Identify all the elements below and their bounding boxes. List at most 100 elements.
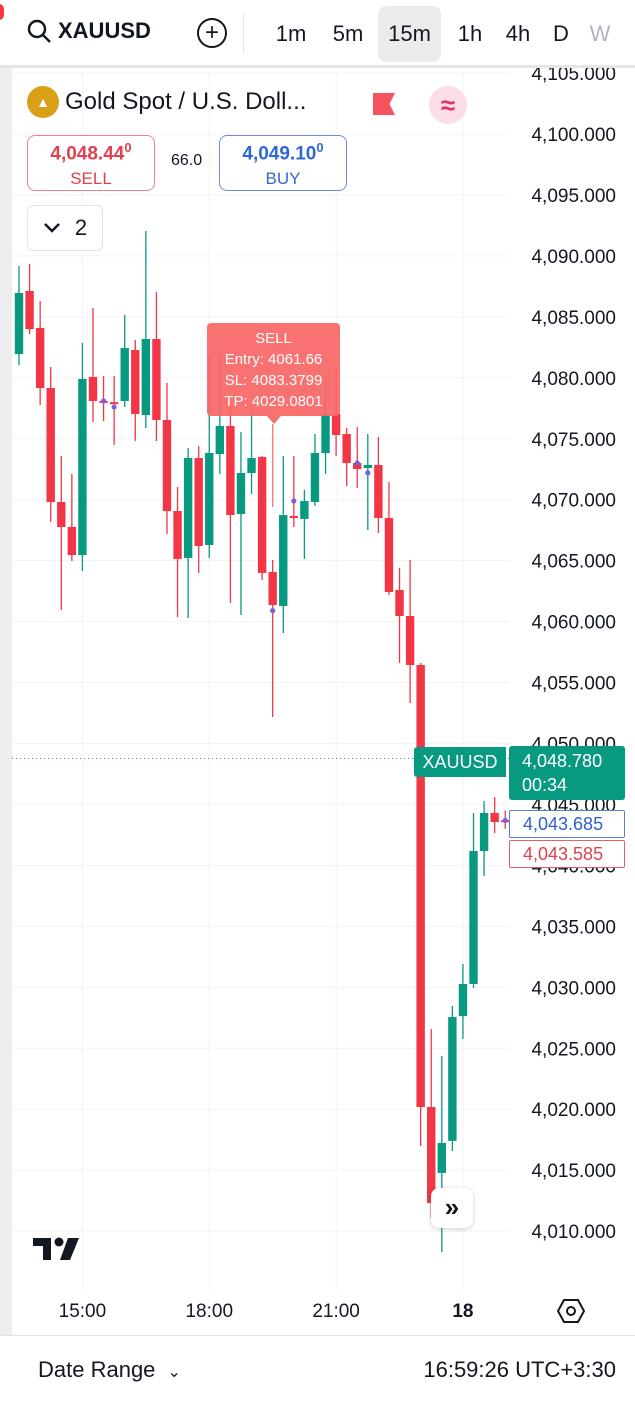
candle-down — [342, 433, 351, 464]
timeframe-15m[interactable]: 15m — [378, 6, 441, 62]
candle-up — [141, 339, 151, 415]
symbol-name: XAUUSD — [58, 18, 151, 43]
candle-down — [131, 350, 140, 415]
candle-up — [236, 473, 246, 514]
buy-price: 4,049.10 — [242, 143, 317, 165]
candle-up — [205, 453, 214, 546]
order-marker — [354, 460, 360, 466]
candle-down — [268, 571, 277, 606]
candle-down — [162, 419, 172, 512]
chart-settings-icon[interactable] — [557, 1297, 585, 1325]
candle-down — [427, 1107, 436, 1204]
order-marker — [111, 404, 117, 410]
timeframe-d[interactable]: D — [553, 21, 569, 46]
candle-down — [490, 812, 499, 823]
last-price: 4,048.780 — [522, 751, 603, 771]
tooltip-side: SELL — [255, 330, 292, 347]
scroll-to-realtime-button[interactable]: » — [431, 1188, 473, 1228]
spread-value: 66.0 — [171, 152, 203, 169]
candle-up — [469, 851, 478, 985]
candle-up — [279, 515, 288, 606]
order-marker — [291, 498, 297, 504]
chevron-down-icon — [43, 223, 60, 233]
y-tick-label: 4,015.000 — [531, 1161, 616, 1182]
series-symbol-label: XAUUSD — [414, 747, 506, 777]
y-tick-label: 4,025.000 — [531, 1039, 616, 1060]
symbol-legend[interactable]: ▲ Gold Spot / U.S. Doll... — [27, 86, 306, 118]
buy-label: BUY — [265, 169, 301, 189]
gold-coin-icon: ▲ — [27, 86, 59, 118]
candle-down — [405, 615, 415, 665]
y-tick-label: 4,085.000 — [531, 308, 616, 329]
notification-dot — [0, 4, 4, 20]
timeframe-4h[interactable]: 4h — [505, 21, 531, 46]
tradingview-logo — [33, 1237, 79, 1260]
timeframe-1m[interactable]: 1m — [275, 21, 307, 46]
candle-down — [35, 327, 45, 389]
y-tick-label: 4,100.000 — [531, 125, 616, 146]
order-tooltip: SELL Entry: 4061.66 SL: 4083.3799 TP: 40… — [207, 323, 340, 424]
y-tick-label: 4,065.000 — [531, 552, 616, 573]
top-toolbar: XAUUSD + 1m 5m 15m 1h 4h D W — [0, 0, 635, 68]
legend-title: Gold Spot / U.S. Doll... — [65, 88, 307, 115]
candle-down — [46, 388, 55, 503]
x-tick-label: 18 — [452, 1301, 473, 1322]
order-marker — [502, 817, 508, 823]
order-marker — [100, 398, 107, 404]
timezone-clock[interactable]: 16:59:26 UTC+3:30 — [423, 1357, 616, 1382]
timeframe-5m[interactable]: 5m — [332, 21, 364, 46]
y-tick-label: 4,080.000 — [531, 369, 616, 390]
candle-up — [321, 414, 330, 454]
candle-up — [310, 453, 320, 503]
candle-up — [458, 984, 468, 1017]
candle-down — [374, 464, 383, 518]
indicator-count: 2 — [74, 215, 88, 240]
candle-down — [226, 425, 235, 516]
candle-down — [194, 458, 203, 547]
sell-label: SELL — [70, 169, 112, 189]
bottom-bar: Date Range ⌄ 16:59:26 UTC+3:30 — [0, 1335, 635, 1404]
x-tick-label: 15:00 — [59, 1301, 107, 1322]
candle-down — [353, 463, 362, 469]
date-range-label: Date Range — [38, 1357, 156, 1382]
candle-up — [247, 458, 256, 474]
candle-down — [289, 516, 299, 519]
timeframe-1h[interactable]: 1h — [457, 21, 483, 46]
candle-down — [257, 457, 267, 573]
date-range-button[interactable]: Date Range ⌄ — [38, 1357, 181, 1383]
symbol-search-button[interactable]: XAUUSD — [26, 18, 151, 44]
candle-down — [67, 527, 77, 556]
order-marker — [270, 608, 276, 614]
chevron-down-icon: ⌄ — [167, 1364, 181, 1381]
order-marker — [365, 470, 371, 476]
candle-down — [25, 291, 34, 330]
candle-down — [395, 590, 404, 616]
candle-down — [152, 339, 161, 420]
buy-price-pip: 0 — [316, 140, 324, 155]
search-icon — [27, 19, 51, 43]
candle-down — [331, 414, 341, 435]
sell-button[interactable]: 4,048.440 SELL — [27, 135, 155, 191]
flag-icon[interactable] — [373, 93, 395, 115]
y-tick-label: 4,055.000 — [531, 674, 616, 695]
y-tick-label: 4,075.000 — [531, 430, 616, 451]
add-symbol-icon[interactable]: + — [197, 18, 227, 48]
candle-up — [363, 464, 373, 469]
y-tick-label: 4,020.000 — [531, 1100, 616, 1121]
candle-up — [300, 501, 309, 519]
candle-up — [215, 425, 225, 454]
x-tick-label: 18:00 — [185, 1301, 233, 1322]
y-tick-label: 4,030.000 — [531, 978, 616, 999]
ask-price-label: 4,043.685 — [509, 810, 625, 838]
candle-up — [183, 458, 193, 558]
panel-edge — [0, 68, 12, 1403]
bar-countdown: 00:34 — [522, 775, 568, 795]
sell-price-pip: 0 — [124, 140, 132, 155]
buy-button[interactable]: 4,049.100 BUY — [219, 135, 347, 191]
y-tick-label: 4,035.000 — [531, 917, 616, 938]
y-tick-label: 4,095.000 — [531, 186, 616, 207]
indicators-collapse-button[interactable]: 2 — [27, 205, 103, 251]
approx-indicator-icon[interactable]: ≈ — [429, 86, 467, 124]
timeframe-w[interactable]: W — [589, 21, 611, 46]
candle-up — [479, 812, 489, 852]
